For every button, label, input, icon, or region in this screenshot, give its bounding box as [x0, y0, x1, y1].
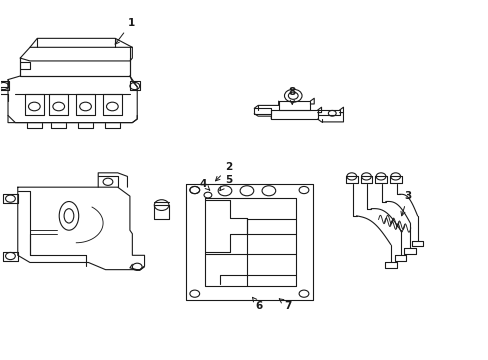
Text: 2: 2: [215, 162, 232, 181]
Text: 7: 7: [279, 299, 291, 311]
Text: 5: 5: [220, 175, 232, 191]
Text: 3: 3: [400, 191, 410, 216]
Text: 8: 8: [288, 87, 295, 104]
Text: 1: 1: [115, 18, 135, 44]
Text: 4: 4: [199, 179, 209, 190]
Text: 6: 6: [252, 297, 262, 311]
